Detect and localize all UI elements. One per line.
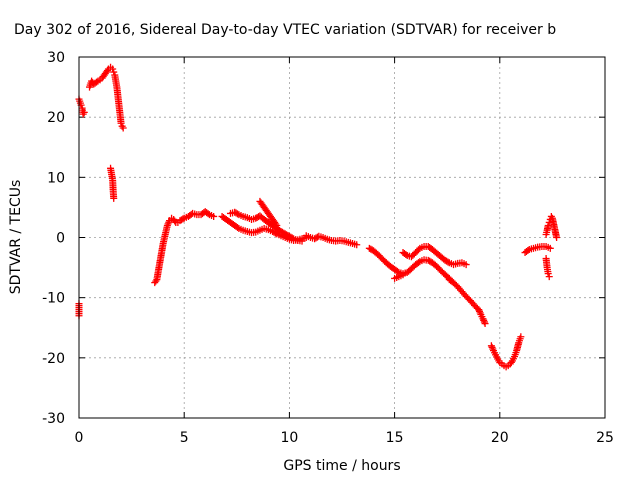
data-point [475, 306, 483, 314]
data-point [479, 315, 487, 323]
data-point [103, 67, 111, 75]
data-point [117, 119, 125, 127]
data-point [165, 218, 173, 226]
data-point [553, 234, 561, 241]
data-point [481, 320, 489, 328]
data-point [234, 210, 242, 218]
data-point [204, 210, 212, 218]
data-layer [75, 63, 561, 371]
y-tick-label: -10 [42, 291, 65, 307]
data-point [545, 273, 553, 281]
y-tick-label: -30 [42, 411, 65, 427]
plot-frame [78, 56, 606, 419]
data-point [544, 221, 552, 229]
data-point [414, 259, 422, 267]
data-point [110, 194, 118, 202]
x-tick-label: 10 [280, 430, 298, 446]
data-point [272, 220, 280, 228]
data-point [462, 261, 470, 269]
data-point [414, 246, 422, 254]
data-point [546, 244, 554, 252]
data-point [353, 241, 361, 249]
data-point [109, 65, 117, 73]
data-point [487, 342, 495, 350]
data-point [273, 221, 281, 229]
data-point [475, 307, 483, 315]
x-tick-label: 25 [596, 430, 614, 446]
data-point [476, 309, 484, 317]
data-point [210, 212, 218, 220]
data-point [488, 343, 496, 351]
data-point [480, 318, 488, 326]
data-point [288, 234, 296, 242]
y-tick-label: 0 [56, 231, 65, 247]
data-point [164, 220, 172, 228]
data-point [110, 68, 118, 76]
data-point [507, 358, 515, 366]
data-point [402, 251, 410, 259]
data-point [234, 223, 242, 231]
tick-label-layer: 0 5 10 15 20 25 -30 -20 -10 0 10 20 30 [42, 50, 614, 446]
data-point [163, 221, 171, 229]
y-tick-label: 10 [47, 170, 65, 186]
data-point [444, 258, 452, 266]
y-tick-label: -20 [42, 351, 65, 367]
data-point [544, 270, 552, 278]
data-point [80, 108, 88, 116]
data-point [399, 271, 407, 279]
data-point [119, 124, 127, 132]
data-point [152, 277, 160, 285]
y-tick-label: 30 [47, 50, 65, 66]
data-point [298, 237, 306, 245]
chart-title: Day 302 of 2016, Sidereal Day-to-day VTE… [14, 22, 556, 38]
x-tick-label: 15 [386, 430, 404, 446]
data-point [524, 247, 532, 255]
data-point [93, 78, 101, 86]
data-point [517, 333, 525, 341]
y-axis-label: SDTVAR / TECUs [8, 180, 24, 295]
data-point [480, 316, 488, 324]
grid-layer [79, 57, 605, 418]
data-point [179, 215, 187, 223]
x-axis-label: GPS time / hours [283, 458, 400, 474]
y-tick-label: 20 [47, 110, 65, 126]
data-point [393, 267, 401, 275]
data-point [489, 345, 497, 353]
x-tick-label: 5 [180, 430, 189, 446]
x-tick-label: 0 [75, 430, 84, 446]
x-tick-label: 20 [491, 430, 509, 446]
